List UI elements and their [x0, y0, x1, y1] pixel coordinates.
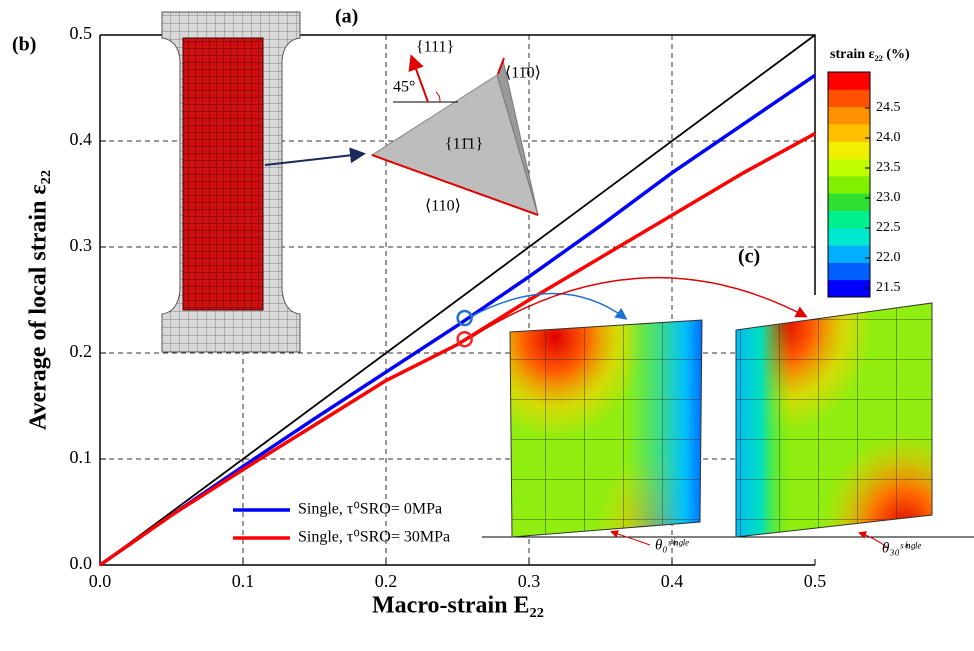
colorbar-band	[828, 89, 870, 108]
colorbar-tick-label: 24.0	[876, 130, 901, 145]
colorbar-tick-label: 22.5	[876, 220, 901, 235]
x-tick-label: 0.3	[518, 571, 541, 591]
colorbar-band	[828, 106, 870, 125]
y-tick-label: 0.1	[70, 447, 93, 467]
panel-label: (b)	[12, 34, 36, 56]
y-tick-label: 0.4	[70, 129, 93, 149]
colorbar-tick-label: 21.5	[876, 280, 901, 295]
y-tick-label: 0.3	[70, 235, 93, 255]
y-axis-label: Average of local strain ε₂₂	[26, 170, 52, 430]
x-tick-label: 0.0	[89, 571, 112, 591]
reference-line	[99, 34, 816, 566]
y-tick-label: 0.5	[70, 23, 93, 43]
colorbar-band	[828, 158, 870, 177]
colorbar-band	[828, 193, 870, 211]
colorbar-band	[828, 227, 870, 246]
colorbar-tick-label: 23.0	[876, 190, 901, 205]
colorbar-tick-label: 22.0	[876, 250, 901, 265]
colorbar-band	[828, 279, 870, 298]
colorbar-band	[828, 123, 870, 142]
x-tick-label: 0.1	[232, 571, 255, 591]
contour-label: θ₀ˢⁱⁿᵍˡᵉ	[655, 537, 689, 553]
x-tick-label: 0.5	[804, 571, 827, 591]
panel-label: (a)	[335, 6, 358, 28]
colorbar-band	[828, 141, 870, 160]
colorbar-band	[828, 245, 870, 263]
colorbar-band	[828, 175, 870, 194]
contour-insets	[471, 276, 974, 549]
x-tick-label: 0.2	[375, 571, 398, 591]
colorbar-band	[828, 210, 870, 229]
inset-label: ⟨110⟩	[425, 198, 461, 215]
panel-label: (c)	[738, 246, 760, 268]
specimen-inset	[161, 11, 539, 353]
highlight-marker	[456, 309, 473, 327]
y-tick-label: 0.2	[70, 341, 93, 361]
highlight-marker	[456, 330, 473, 348]
series-line	[98, 132, 816, 567]
contour-label: θ₃₀ˢⁱⁿᵍˡᵉ	[882, 540, 922, 556]
inset-label: {11̄1}	[445, 136, 483, 153]
legend-label: Single, τ⁰SRO= 30MPa	[298, 529, 450, 546]
legend-label: Single, τ⁰SRO= 0MPa	[298, 501, 442, 518]
colorbar-title: strain ε₂₂ (%)	[830, 47, 910, 62]
inset-label: ⟨11̄0⟩	[505, 65, 541, 82]
x-axis-label: Macro-strain E₂₂	[372, 593, 544, 619]
colorbar-band	[828, 72, 870, 90]
colorbar-tick-label: 24.5	[876, 100, 901, 115]
colorbar-tick-label: 23.5	[876, 160, 901, 175]
x-tick-label: 0.4	[661, 571, 684, 591]
inset-label: 45°	[393, 79, 415, 96]
colorbar-frame	[827, 71, 871, 298]
inset-label: {111}	[416, 39, 454, 56]
series-line	[98, 73, 816, 567]
y-tick-label: 0.0	[70, 553, 93, 573]
colorbar-band	[828, 262, 870, 281]
